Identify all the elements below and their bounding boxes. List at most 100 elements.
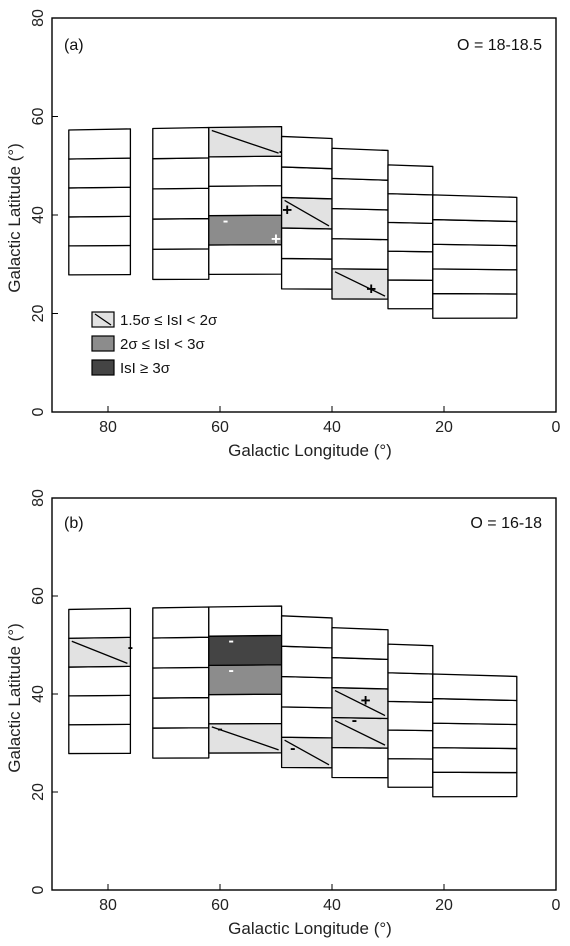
sky-cell	[208, 243, 283, 275]
x-axis-label: Galactic Longitude (°)	[228, 919, 392, 938]
sky-cell	[68, 215, 132, 247]
x-tick-label: 40	[323, 419, 341, 436]
sky-cell	[68, 694, 132, 726]
axis-ticks: 80 60 40 20 0 0 20 40 60 80	[30, 489, 561, 914]
hatch-line	[284, 199, 330, 227]
sky-cell	[432, 194, 518, 223]
sky-cell	[208, 184, 283, 217]
y-axis-label: Galactic Latitude (°)	[5, 623, 24, 772]
y-tick-label: 20	[30, 783, 47, 801]
hatch-line	[211, 129, 279, 154]
sky-cell	[387, 192, 434, 225]
sky-cell	[280, 706, 333, 739]
sky-cell	[331, 656, 389, 690]
sky-cell	[68, 665, 132, 697]
y-tick-label: 40	[30, 685, 47, 703]
x-tick-label: 80	[99, 419, 117, 436]
sky-cell	[152, 217, 210, 250]
sky-cell	[387, 221, 434, 253]
sky-cell	[68, 157, 132, 189]
plus-marker: +	[361, 691, 371, 710]
sky-cell	[68, 723, 132, 755]
sky-cell	[432, 268, 518, 295]
sky-cell	[432, 292, 518, 319]
sky-cell	[280, 166, 333, 200]
minus-marker: -	[352, 712, 357, 729]
sky-cell	[331, 147, 389, 181]
hatch-line	[211, 726, 279, 751]
y-tick-label: 0	[30, 885, 47, 894]
sky-cell	[68, 186, 132, 218]
minus-marker: -	[223, 212, 228, 229]
sky-cell	[331, 177, 389, 211]
panel-annotation: O = 16-18	[470, 515, 542, 532]
sky-cell	[280, 135, 333, 170]
highlighted-cell	[208, 634, 283, 667]
plus-marker: +	[271, 230, 281, 249]
sky-cell	[432, 673, 518, 702]
legend-item-gray: 2σ ≤ IsI < 3σ	[91, 335, 205, 353]
sky-cell	[331, 207, 389, 241]
sky-cell	[387, 643, 434, 675]
y-tick-label: 0	[30, 407, 47, 416]
hatch-line	[71, 640, 128, 664]
x-tick-label: 0	[552, 419, 561, 436]
legend-item-dark: IsI ≥ 3σ	[91, 359, 171, 377]
legend: 1.5σ ≤ IsI < 2σ 2σ ≤ IsI < 3σ IsI ≥ 3σ	[91, 311, 218, 377]
panel-annotation: O = 18-18.5	[457, 37, 542, 54]
axis-ticks: 80 60 40 20 0 0 20 40 60 80	[30, 9, 561, 436]
x-axis-label: Galactic Longitude (°)	[228, 441, 392, 460]
sky-cell	[387, 164, 434, 196]
sky-cell	[280, 615, 333, 649]
panel-label: (a)	[64, 37, 84, 54]
sky-cell	[387, 700, 434, 732]
sky-cell	[387, 250, 434, 281]
x-tick-label: 60	[211, 419, 229, 436]
sky-cell	[68, 607, 132, 639]
sky-cell	[152, 248, 210, 281]
y-tick-label: 40	[30, 206, 47, 224]
legend-label: 2σ ≤ IsI < 3σ	[120, 336, 205, 353]
x-tick-label: 40	[323, 897, 341, 914]
y-tick-label: 80	[30, 9, 47, 27]
sky-cell	[432, 722, 518, 750]
highlighted-cell	[208, 664, 283, 696]
x-tick-label: 20	[435, 419, 453, 436]
sky-cell	[280, 227, 333, 260]
sky-cell	[152, 636, 210, 669]
sky-cell	[208, 605, 283, 637]
legend-swatch-dark	[91, 359, 115, 376]
sky-cell	[432, 746, 518, 774]
sky-cell	[432, 771, 518, 798]
minus-marker: -	[128, 639, 133, 656]
legend-item-hatched: 1.5σ ≤ IsI < 2σ	[91, 311, 218, 329]
sky-cell	[331, 238, 389, 271]
sky-cell	[152, 696, 210, 729]
sky-grid: ------+	[68, 605, 518, 798]
sky-cell	[387, 757, 434, 788]
y-axis-label: Galactic Latitude (°)	[5, 143, 24, 292]
legend-hatch-line	[94, 313, 112, 326]
minus-marker: -	[229, 662, 234, 679]
sky-cell	[280, 257, 333, 290]
y-tick-label: 60	[30, 108, 47, 126]
x-tick-label: 20	[435, 897, 453, 914]
plus-marker: +	[282, 200, 292, 219]
sky-cell	[68, 128, 132, 160]
sky-cell	[331, 746, 389, 779]
sky-cell	[387, 729, 434, 760]
sky-cell	[152, 126, 210, 160]
sky-cell	[152, 727, 210, 759]
sky-cell	[280, 645, 333, 679]
y-tick-label: 20	[30, 305, 47, 323]
sky-cell	[208, 693, 283, 725]
minus-marker: -	[290, 740, 295, 757]
sky-cell	[152, 157, 210, 190]
y-tick-label: 60	[30, 587, 47, 605]
sky-cell	[208, 155, 283, 187]
sky-cell	[432, 243, 518, 271]
sky-cell	[152, 187, 210, 220]
